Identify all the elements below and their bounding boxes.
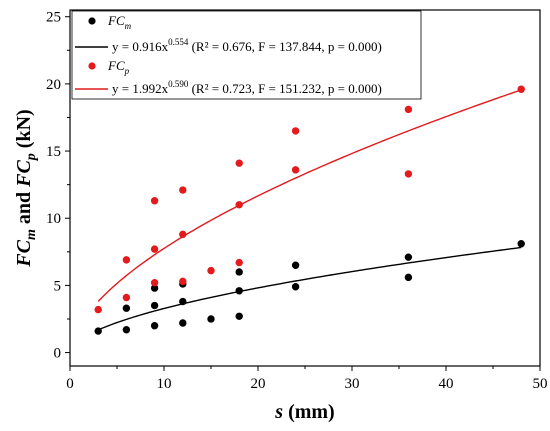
point-fcp <box>404 105 413 114</box>
fit-curve-fcm <box>97 246 522 331</box>
point-fcm <box>404 253 413 261</box>
legend-marker-fcm <box>88 17 96 25</box>
y-tick-label: 25 <box>46 10 61 26</box>
x-tick-label: 30 <box>345 376 360 392</box>
x-axis-title-unit: (mm) <box>283 401 335 423</box>
point-fcp <box>150 245 159 253</box>
x-tick-label: 10 <box>157 376 172 392</box>
point-fcm <box>291 261 300 269</box>
y-axis-title-sub2: p <box>24 153 39 161</box>
x-tick-label: 20 <box>251 376 266 392</box>
legend-label-fcm-main: FC <box>107 13 125 28</box>
legend-label-fcp: FCp <box>107 58 130 76</box>
point-fcm <box>291 283 300 291</box>
legend-fcm-fit-eq: y = 0.916x <box>112 39 169 54</box>
x-tick-label: 50 <box>533 376 548 392</box>
x-axis-title: s (mm) <box>274 401 334 423</box>
point-fcm <box>517 240 525 248</box>
y-axis-title-sub1: m <box>24 229 39 240</box>
legend-box <box>71 10 422 100</box>
point-fcp <box>207 266 215 275</box>
point-fcm <box>150 284 159 292</box>
point-fcm <box>404 273 413 282</box>
point-fcp <box>235 258 243 267</box>
y-axis-title: FCm and FCp (kN) <box>13 109 39 267</box>
point-fcp <box>150 279 159 287</box>
x-axis: 0 10 20 30 40 50 <box>66 366 548 392</box>
y-tick-label: 20 <box>46 77 61 93</box>
fit-curves <box>97 89 522 331</box>
y-tick-label: 5 <box>54 278 62 294</box>
point-fcp <box>122 293 131 302</box>
y-tick-label: 10 <box>46 211 61 227</box>
legend-fcp-fit-exp: 0.590 <box>168 79 189 89</box>
legend-label-fcp-main: FC <box>107 58 125 73</box>
point-fcm <box>179 319 187 327</box>
legend: FCm y = 0.916x0.554 (R² = 0.676, F = 137… <box>71 10 422 100</box>
legend-label-fcm-sub: m <box>125 21 132 31</box>
y-tick-label: 0 <box>54 346 62 362</box>
legend-fcm-fit-stats: (R² = 0.676, F = 137.844, p = 0.000) <box>188 39 381 54</box>
legend-label-fcm: FCm <box>107 13 132 31</box>
fit-curve-fcp <box>97 89 522 302</box>
point-fcp <box>179 186 187 194</box>
point-fcm <box>207 315 215 323</box>
data-marks <box>94 85 525 335</box>
point-fcm <box>235 312 243 320</box>
x-tick-label: 40 <box>439 376 454 392</box>
point-fcm <box>122 326 131 334</box>
point-fcp <box>122 256 131 264</box>
legend-label-fcp-fit: y = 1.992x0.590 (R² = 0.723, F = 151.232… <box>112 79 382 96</box>
point-fcp <box>179 277 187 286</box>
point-fcm <box>150 322 159 330</box>
legend-label-fcm-fit: y = 0.916x0.554 (R² = 0.676, F = 137.844… <box>112 37 382 54</box>
point-fcp <box>235 159 243 167</box>
y-axis-title-fc1: FC <box>13 239 35 267</box>
point-fcp <box>404 170 413 178</box>
point-fcp <box>291 166 300 174</box>
point-fcm <box>235 268 243 276</box>
point-fcp <box>150 197 159 205</box>
legend-fcm-fit-exp: 0.554 <box>168 37 189 47</box>
point-fcm <box>150 301 159 310</box>
y-axis-title-and: and <box>13 187 35 229</box>
legend-fcp-fit-eq: y = 1.992x <box>112 81 169 96</box>
y-axis-title-unit: (kN) <box>13 109 35 153</box>
x-axis-title-var: s <box>274 401 283 423</box>
legend-marker-fcp <box>88 62 96 70</box>
point-fcp <box>517 85 525 93</box>
y-tick-label: 15 <box>46 144 61 160</box>
legend-fcp-fit-stats: (R² = 0.723, F = 151.232, p = 0.000) <box>188 81 381 96</box>
point-fcp <box>291 127 300 135</box>
point-fcm <box>122 304 131 312</box>
point-fcp <box>94 305 102 314</box>
legend-label-fcp-sub: p <box>124 66 130 76</box>
x-tick-label: 0 <box>66 376 74 392</box>
y-axis: 0 5 10 15 20 25 <box>46 10 70 362</box>
y-axis-title-fc2: FC <box>13 160 35 188</box>
